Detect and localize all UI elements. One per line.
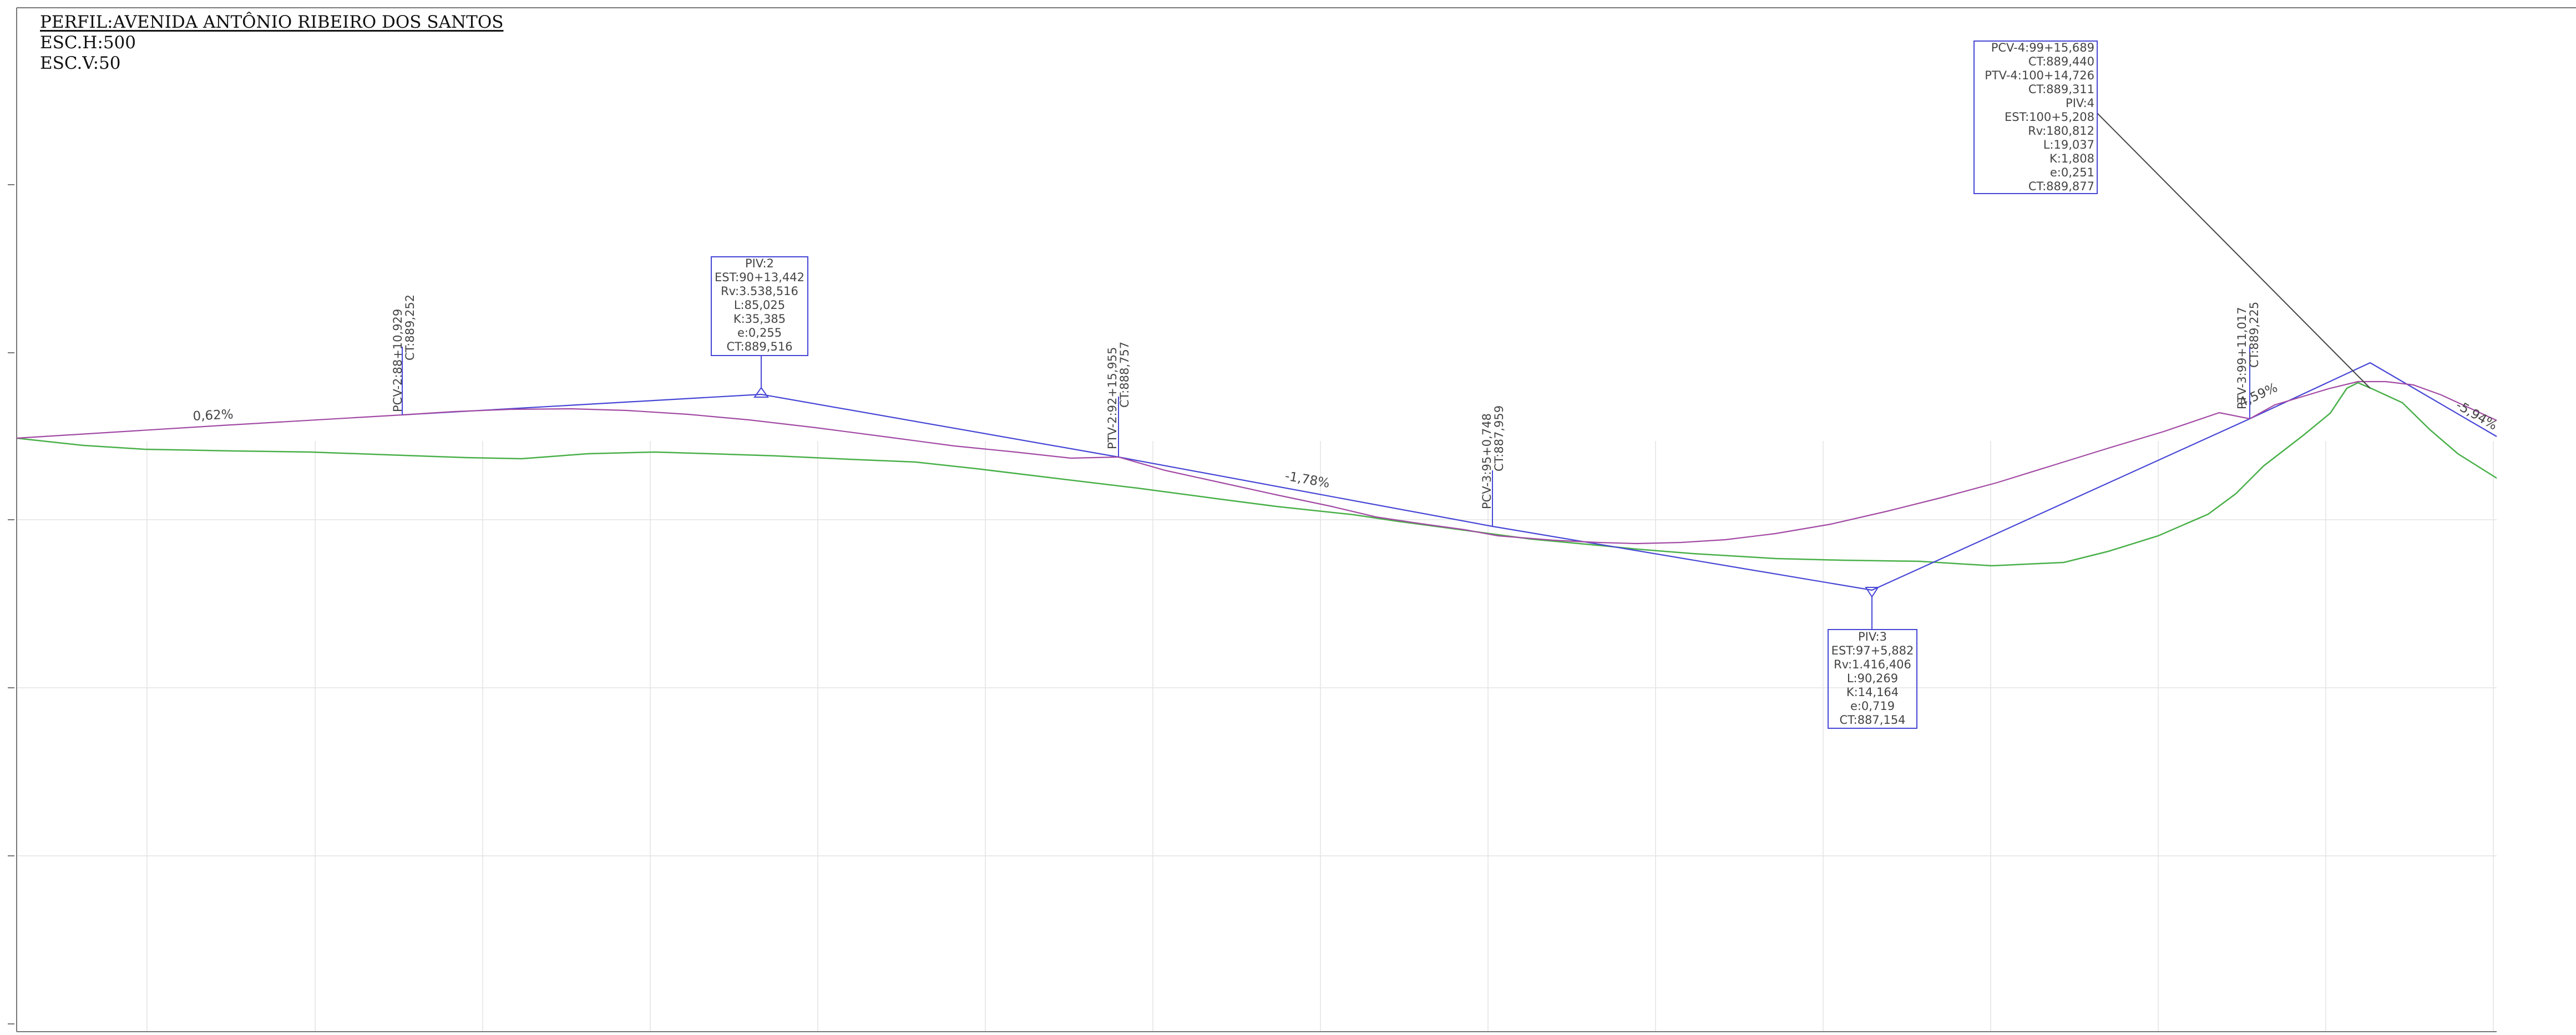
piv2-e: e:0,255 [737,326,782,339]
pcv3-station: PCV-3:95+0,748 [1480,413,1494,509]
piv4-elevation: CT:889,877 [2028,180,2094,193]
piv4-ptv-elevation: CT:889,311 [2028,83,2094,96]
pcv2-station: PCV-2:88+10,929 [391,309,404,412]
piv2-elevation: CT:889,516 [726,340,792,353]
left-ticks [8,184,14,1024]
piv3-length: L:90,269 [1847,672,1898,685]
ptv2-station: PTV-2:92+15,955 [1106,347,1119,449]
piv3-label-box [1828,629,1917,729]
piv3-text: PIV:3 EST:97+5,882 Rv:1.416,406 L:90,269… [1831,630,1914,727]
piv2-label-box [711,256,808,356]
vertical-scale: ESC.V:50 [40,53,121,73]
piv4-label-box [1973,40,2098,194]
title-block: PERFIL:AVENIDA ANTÔNIO RIBEIRO DOS SANTO… [40,12,503,74]
piv3-triangle-marker [1865,587,1879,598]
terrain-line [16,382,2497,567]
piv2-triangle-marker [753,387,769,398]
piv4-name: PIV:4 [2066,97,2094,110]
piv3-e: e:0,719 [1850,699,1895,713]
pcv2-elevation: CT:889,252 [403,295,417,361]
piv4-length: L:19,037 [2043,138,2094,151]
piv3-rv: Rv:1.416,406 [1834,658,1911,671]
horizontal-scale: ESC.H:500 [40,33,136,53]
piv2-text: PIV:2 EST:90+13,442 Rv:3.538,516 L:85,02… [715,257,804,353]
piv4-text: PCV-4:99+15,689 CT:889,440 PTV-4:100+14,… [1985,41,2094,193]
piv4-rv: Rv:180,812 [2028,124,2094,138]
piv2-k: K:35,385 [733,312,786,326]
piv3-elevation: CT:887,154 [1839,713,1905,727]
pcv3-elevation: CT:887,959 [1492,405,1506,471]
piv3-station: EST:97+5,882 [1831,644,1914,657]
profile-title: PERFIL:AVENIDA ANTÔNIO RIBEIRO DOS SANTO… [40,12,504,32]
piv4-pcv-station: PCV-4:99+15,689 [1991,41,2094,54]
piv4-ptv-station: PTV-4:100+14,726 [1985,69,2094,82]
piv4-k: K:1,808 [2049,152,2094,165]
grade-label-2: -1,78% [1284,469,1331,491]
piv2-length: L:85,025 [734,298,785,312]
grade-tangents [402,362,2497,591]
piv4-pcv-elevation: CT:889,440 [2028,55,2094,68]
ptv2-elevation: CT:888,757 [1118,342,1131,408]
piv4-leader [2097,113,2371,389]
piv2-station: EST:90+13,442 [715,271,804,284]
design-profile-curve [16,380,2497,545]
piv4-station: EST:100+5,208 [2005,110,2094,124]
piv2-name: PIV:2 [745,257,774,270]
piv3-name: PIV:3 [1858,630,1887,643]
ptv3-elevation: CT:889,225 [2248,302,2261,368]
ptv3-station: PTV-3:99+11,017 [2235,307,2249,409]
grade-label-1: 0,62% [193,407,234,424]
piv4-e: e:0,251 [2050,166,2094,179]
piv3-k: K:14,164 [1846,686,1899,699]
piv2-rv: Rv:3.538,516 [721,285,798,298]
grid [17,441,2497,1032]
